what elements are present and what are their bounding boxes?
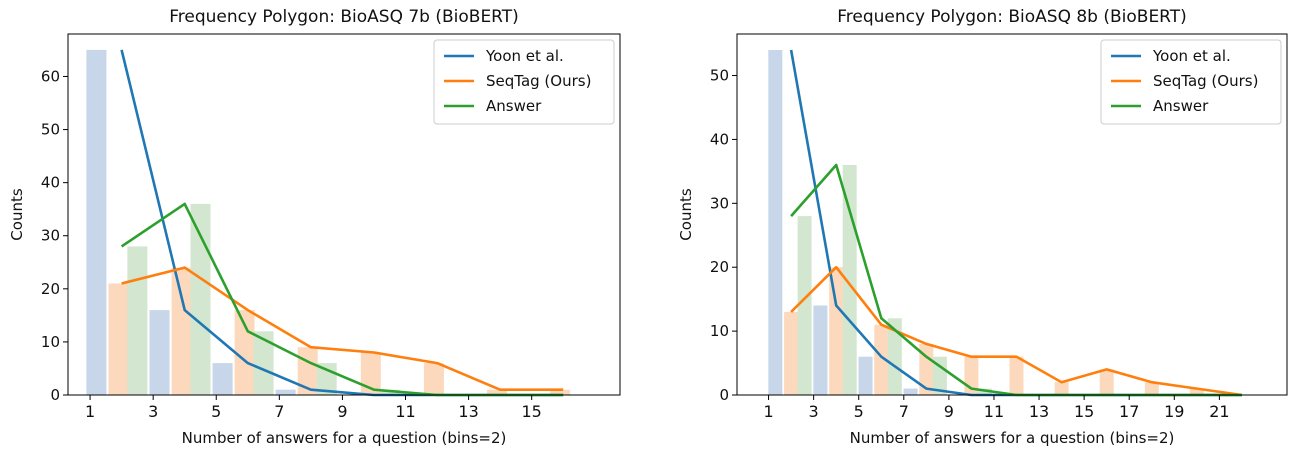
y-tick-label: 40: [41, 174, 60, 192]
x-tick-label: 19: [1164, 402, 1184, 421]
histogram-bar: [784, 311, 799, 395]
y-tick-label: 30: [41, 227, 60, 245]
histogram-bar: [1009, 356, 1024, 395]
histogram-bar: [887, 318, 902, 395]
legend: Yoon et al. SeqTag (Ours) Answer: [433, 39, 615, 125]
y-tick-label: 50: [710, 67, 729, 85]
histogram-bar: [212, 363, 233, 395]
plot-frame: [736, 33, 1288, 396]
x-tick-label: 7: [274, 402, 284, 421]
legend-box: [433, 39, 615, 125]
histogram-bar: [487, 389, 507, 395]
x-tick-label: 5: [854, 402, 864, 421]
bar-group: [86, 49, 571, 396]
histogram-bar: [149, 310, 170, 395]
histogram-bar: [797, 216, 812, 395]
histogram-bar: [127, 246, 148, 395]
y-axis-label: Counts: [677, 188, 695, 241]
x-tick-label: 15: [1074, 402, 1094, 421]
legend-entry-label: SeqTag (Ours): [486, 72, 591, 90]
legend-entry-label: Answer: [486, 97, 542, 115]
x-tick-label: 13: [1029, 402, 1049, 421]
x-tick-label: 15: [522, 402, 542, 421]
chart-panel-7b: Frequency Polygon: BioASQ 7b (BioBERT) N…: [8, 7, 621, 447]
x-tick-label: 21: [1209, 402, 1229, 421]
histogram-bar: [550, 389, 571, 395]
histogram-bar: [903, 388, 918, 395]
series-line-seqtag: [790, 265, 1243, 397]
plot-frame: [67, 33, 621, 396]
chart-title: Frequency Polygon: BioASQ 7b (BioBERT): [169, 7, 519, 27]
histogram-bar: [108, 283, 129, 395]
y-tick-label: 0: [50, 386, 60, 404]
histogram-bar: [275, 389, 296, 395]
histogram-bar: [1189, 388, 1204, 395]
x-axis-label: Number of answers for a question (bins=2…: [182, 429, 507, 447]
x-tick-label: 13: [458, 402, 478, 421]
histogram-bar: [1144, 382, 1159, 395]
y-tick-label: 30: [710, 194, 729, 212]
series-line-seqtag: [121, 266, 564, 392]
histogram-bar: [874, 324, 889, 395]
x-tick-label: 7: [899, 402, 909, 421]
chart-panel-8b: Frequency Polygon: BioASQ 8b (BioBERT) N…: [677, 7, 1288, 447]
x-tick-label: 5: [211, 402, 221, 421]
histogram-bar: [919, 343, 934, 395]
legend-entry-label: Answer: [1153, 97, 1209, 115]
y-tick-label: 20: [41, 280, 60, 298]
histogram-bar: [86, 49, 107, 396]
x-tick-label: 9: [337, 402, 347, 421]
bar-group: [768, 50, 1204, 395]
x-tick-label: 1: [85, 402, 95, 421]
histogram-bar: [1054, 382, 1069, 395]
y-tick-label: 60: [41, 67, 60, 85]
x-tick-label: 3: [809, 402, 819, 421]
histogram-bar: [379, 389, 400, 395]
y-tick-label: 50: [41, 121, 60, 139]
y-tick-label: 40: [710, 130, 729, 148]
histogram-bar: [932, 356, 947, 395]
histogram-bar: [360, 352, 381, 395]
y-tick-label: 10: [41, 333, 60, 351]
histogram-bar: [768, 50, 783, 395]
histogram-bar: [423, 363, 444, 395]
x-axis-label: Number of answers for a question (bins=2…: [850, 429, 1175, 447]
x-tick-label: 3: [148, 402, 158, 421]
legend: Yoon et al. SeqTag (Ours) Answer: [1100, 39, 1282, 125]
x-tick-label: 1: [763, 402, 773, 421]
histogram-bar: [190, 203, 211, 395]
y-tick-label: 20: [710, 258, 729, 276]
histogram-bar: [1099, 369, 1114, 395]
histogram-bar: [171, 267, 192, 395]
x-tick-label: 17: [1119, 402, 1139, 421]
x-tick-label: 11: [395, 402, 415, 421]
x-tick-label: 11: [984, 402, 1004, 421]
y-tick-label: 10: [710, 322, 729, 340]
legend-entry-label: Yoon et al.: [1152, 47, 1231, 65]
legend-entry-label: SeqTag (Ours): [1153, 72, 1258, 90]
legend-box: [1100, 39, 1282, 125]
histogram-bar: [829, 267, 844, 395]
chart-title: Frequency Polygon: BioASQ 8b (BioBERT): [837, 7, 1187, 27]
y-axis-label: Counts: [8, 188, 26, 241]
legend-entry-label: Yoon et al.: [485, 47, 564, 65]
histogram-bar: [813, 305, 828, 395]
histogram-bar: [253, 331, 274, 395]
x-tick-label: 9: [944, 402, 954, 421]
y-tick-label: 0: [719, 386, 729, 404]
histogram-bar: [858, 356, 873, 395]
